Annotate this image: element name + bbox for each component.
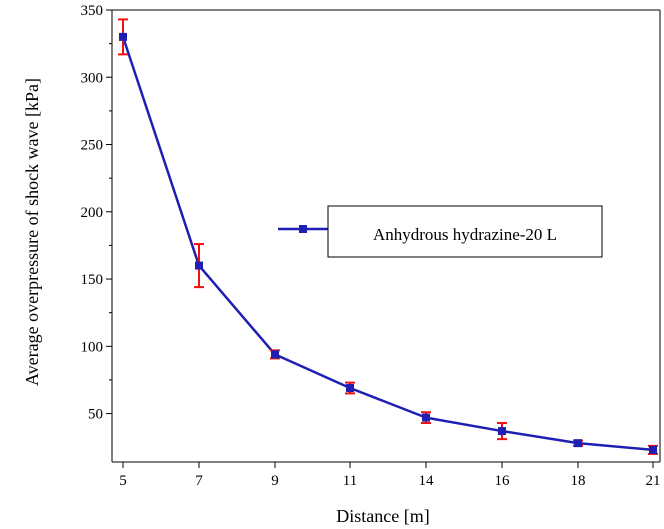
legend-box — [327, 205, 603, 258]
y-tick-label: 250 — [81, 138, 104, 154]
data-point — [574, 439, 582, 448]
x-tick-label: 5 — [119, 473, 127, 489]
data-point — [271, 350, 279, 359]
x-tick-label: 18 — [571, 473, 586, 489]
y-tick-label: 50 — [88, 407, 103, 423]
y-ticks: 50 100 150 200 250 300 350 — [81, 3, 112, 423]
series-line — [121, 36, 654, 452]
y-tick-label: 350 — [81, 3, 104, 19]
legend: Anhydrous hydrazine-20 L — [278, 205, 603, 258]
x-tick-label: 7 — [195, 473, 203, 489]
y-tick-label: 200 — [81, 205, 104, 221]
x-ticks: 5 7 9 11 14 16 18 21 — [119, 462, 661, 489]
data-point — [195, 261, 203, 270]
data-point — [649, 445, 657, 454]
legend-marker — [299, 225, 307, 233]
y-tick-label: 100 — [81, 339, 104, 355]
x-tick-label: 9 — [271, 473, 279, 489]
y-tick-label: 150 — [81, 272, 104, 288]
x-axis-title: Distance [m] — [336, 506, 429, 526]
data-point — [498, 427, 506, 436]
series-group — [118, 18, 658, 455]
axes — [111, 9, 661, 463]
data-point — [422, 413, 430, 422]
x-tick-label: 11 — [343, 473, 357, 489]
data-point — [119, 32, 127, 41]
y-tick-label: 300 — [81, 70, 104, 86]
legend-label: Anhydrous hydrazine-20 L — [373, 225, 557, 244]
y-axis-title: Average overpressure of shock wave [kPa] — [22, 78, 42, 386]
x-tick-label: 14 — [419, 473, 435, 489]
x-tick-label: 16 — [495, 473, 511, 489]
x-tick-label: 21 — [646, 473, 661, 489]
data-point — [346, 384, 354, 393]
